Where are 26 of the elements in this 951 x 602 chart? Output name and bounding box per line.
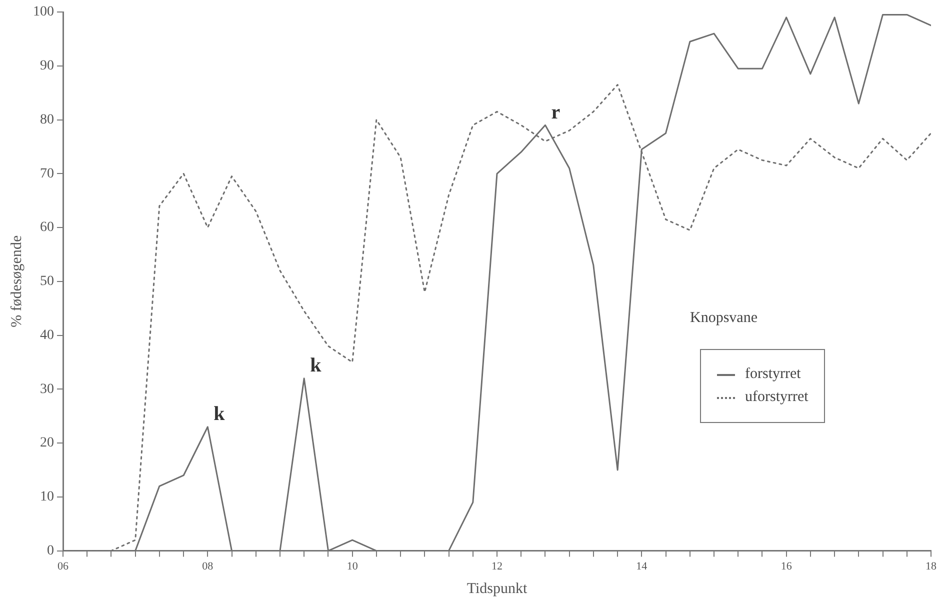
y-tick-label: 20 xyxy=(40,436,54,451)
annotation: k xyxy=(214,403,226,426)
x-tick-label: 06 xyxy=(58,560,69,572)
x-tick-label: 18 xyxy=(926,560,937,572)
x-tick-label: 12 xyxy=(492,560,502,572)
y-tick-label: 80 xyxy=(40,112,54,128)
y-tick-label: 90 xyxy=(40,58,54,74)
x-tick-label: 16 xyxy=(780,560,792,572)
legend-title: Knopsvane xyxy=(690,310,758,327)
y-tick-label: 60 xyxy=(40,220,54,236)
y-tick-label: 40 xyxy=(40,328,54,343)
x-axis-title: Tidspunkt xyxy=(466,580,528,597)
x-tick-label: 14 xyxy=(636,560,648,572)
y-axis-title: % fødesøgende xyxy=(8,235,25,328)
x-tick-label: 10 xyxy=(346,560,358,572)
y-tick-label: 10 xyxy=(40,490,54,505)
annotation: k xyxy=(310,354,322,377)
y-tick-label: 70 xyxy=(40,166,54,182)
y-tick-label: 30 xyxy=(40,382,54,397)
annotation: r xyxy=(551,101,560,124)
x-tick-label: 08 xyxy=(202,560,214,572)
y-tick-label: 50 xyxy=(40,274,54,290)
y-tick-label: 100 xyxy=(33,4,54,20)
legend-label: uforstyrret xyxy=(745,389,808,406)
y-tick-label: 0 xyxy=(47,543,54,558)
legend-label: forstyrret xyxy=(745,366,801,383)
